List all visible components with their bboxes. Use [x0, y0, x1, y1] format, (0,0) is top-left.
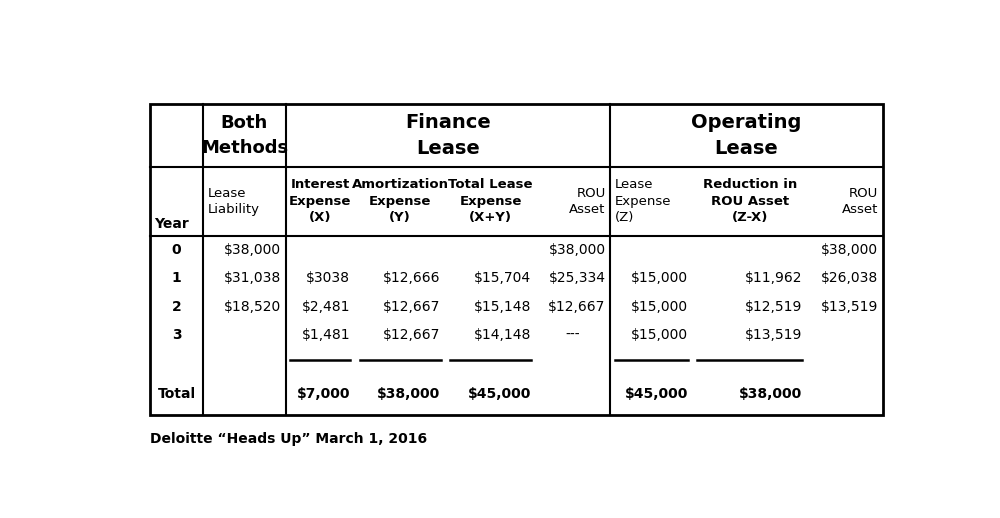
Text: $12,667: $12,667	[548, 300, 606, 314]
Text: 0: 0	[172, 243, 181, 257]
Text: Lease
Liability: Lease Liability	[208, 186, 260, 216]
Text: $25,334: $25,334	[549, 271, 606, 285]
Text: Total: Total	[157, 387, 196, 401]
Text: Interest
Expense
(X): Interest Expense (X)	[289, 178, 352, 224]
Text: $45,000: $45,000	[468, 387, 531, 401]
Text: ---: ---	[566, 328, 580, 342]
Text: $12,519: $12,519	[745, 300, 802, 314]
Text: $38,000: $38,000	[377, 387, 441, 401]
Text: $38,000: $38,000	[739, 387, 802, 401]
Text: $13,519: $13,519	[745, 328, 802, 342]
Text: Operating
Lease: Operating Lease	[691, 112, 802, 158]
Text: $15,000: $15,000	[631, 328, 688, 342]
Text: $15,000: $15,000	[631, 271, 688, 285]
Text: ROU
Asset: ROU Asset	[569, 186, 606, 216]
Text: $15,000: $15,000	[631, 300, 688, 314]
Text: $12,666: $12,666	[383, 271, 441, 285]
Text: $31,038: $31,038	[224, 271, 281, 285]
Text: Lease
Expense
(Z): Lease Expense (Z)	[615, 178, 671, 224]
Text: Total Lease
Expense
(X+Y): Total Lease Expense (X+Y)	[448, 178, 533, 224]
Text: $3038: $3038	[306, 271, 350, 285]
Text: Amortization
Expense
(Y): Amortization Expense (Y)	[352, 178, 449, 224]
Text: $12,667: $12,667	[383, 328, 441, 342]
Text: $14,148: $14,148	[474, 328, 531, 342]
Text: $2,481: $2,481	[302, 300, 350, 314]
Text: $38,000: $38,000	[549, 243, 606, 257]
Text: Both
Methods: Both Methods	[201, 114, 288, 157]
Text: Deloitte “Heads Up” March 1, 2016: Deloitte “Heads Up” March 1, 2016	[150, 432, 427, 446]
Text: $15,148: $15,148	[474, 300, 531, 314]
Text: 1: 1	[172, 271, 181, 285]
Text: 3: 3	[172, 328, 181, 342]
Text: $12,667: $12,667	[383, 300, 441, 314]
Text: $7,000: $7,000	[297, 387, 350, 401]
Text: Reduction in
ROU Asset
(Z-X): Reduction in ROU Asset (Z-X)	[703, 178, 797, 224]
Text: $38,000: $38,000	[821, 243, 878, 257]
Text: Finance
Lease: Finance Lease	[405, 112, 491, 158]
Text: $13,519: $13,519	[821, 300, 878, 314]
Text: $1,481: $1,481	[302, 328, 350, 342]
Text: $11,962: $11,962	[745, 271, 802, 285]
Text: $45,000: $45,000	[625, 387, 688, 401]
Text: $38,000: $38,000	[224, 243, 281, 257]
Text: $18,520: $18,520	[224, 300, 281, 314]
Text: ROU
Asset: ROU Asset	[842, 186, 878, 216]
Text: Year: Year	[154, 217, 189, 231]
Text: 2: 2	[172, 300, 181, 314]
Text: $15,704: $15,704	[474, 271, 531, 285]
Text: $26,038: $26,038	[821, 271, 878, 285]
